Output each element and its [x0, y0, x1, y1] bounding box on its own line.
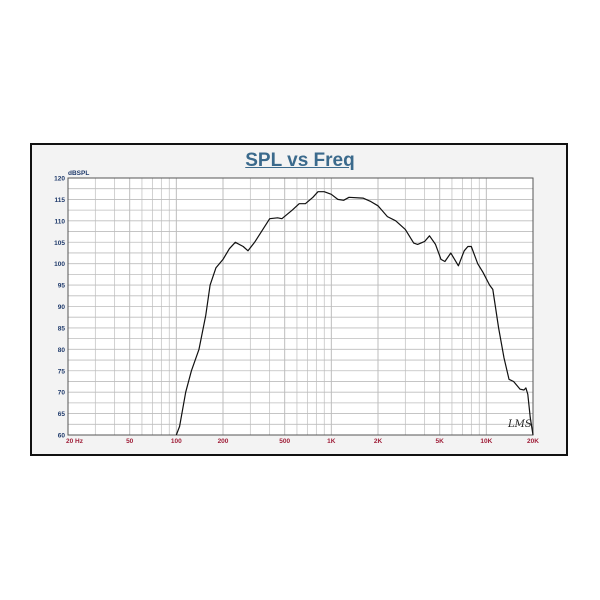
x-tick-label: 10K	[480, 438, 492, 445]
y-tick-label: 75	[58, 368, 66, 375]
y-tick-label: 90	[58, 304, 66, 311]
lms-annotation: LMS	[507, 419, 532, 430]
y-axis-label: dBSPL	[68, 170, 89, 177]
y-tick-label: 65	[58, 411, 66, 418]
x-tick-label: 200	[218, 438, 229, 445]
x-tick-label: 20 Hz	[66, 438, 84, 445]
y-tick-label: 105	[54, 240, 65, 247]
y-tick-label: 110	[55, 218, 66, 225]
y-tick-label: 100	[54, 261, 65, 268]
y-tick-label: 70	[58, 390, 66, 397]
y-tick-label: 85	[58, 325, 66, 332]
chart-title: SPL vs Freq	[245, 150, 355, 171]
x-tick-label: 5K	[436, 438, 445, 445]
spl-curve	[175, 191, 534, 436]
plot-border	[67, 177, 534, 436]
x-tick-label: 500	[279, 438, 290, 445]
y-tick-label: 120	[54, 176, 65, 183]
y-tick-label: 80	[58, 347, 66, 354]
x-tick-label: 20K	[527, 438, 539, 445]
x-tick-label: 50	[126, 438, 134, 445]
y-tick-label: 60	[58, 433, 66, 440]
y-tick-label: 115	[55, 197, 66, 204]
x-tick-label: 1K	[327, 438, 336, 445]
x-tick-label: 2K	[374, 438, 383, 445]
x-tick-label: 100	[171, 438, 182, 445]
y-tick-label: 95	[58, 283, 66, 290]
